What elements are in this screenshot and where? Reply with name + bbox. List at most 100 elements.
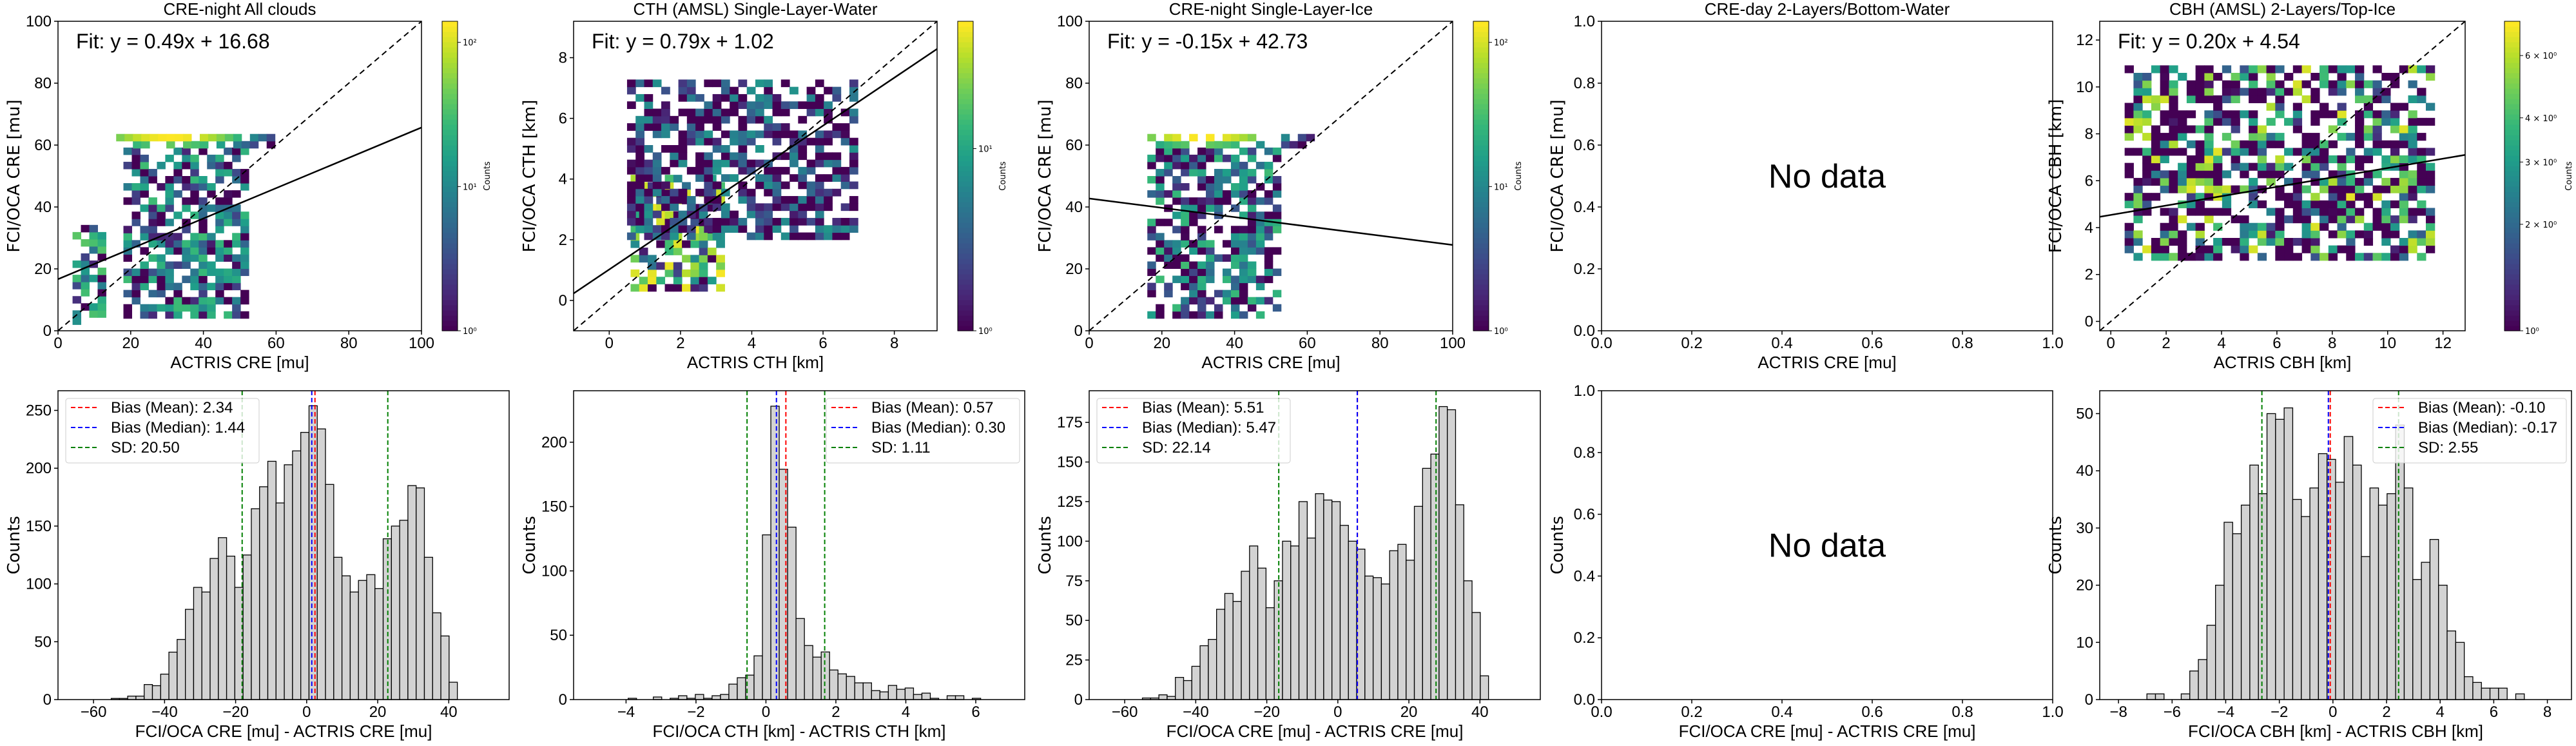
heatmap-cell bbox=[635, 174, 644, 182]
heatmap-cell bbox=[131, 240, 140, 248]
heatmap-cell bbox=[2133, 103, 2143, 111]
heatmap-cell bbox=[2266, 177, 2276, 186]
heatmap-cell bbox=[89, 310, 98, 318]
histogram-bar bbox=[753, 655, 763, 700]
colorbar-segment bbox=[442, 315, 458, 321]
heatmap-cell bbox=[2133, 95, 2143, 104]
heatmap-cell bbox=[2390, 117, 2400, 126]
heatmap-cell bbox=[2390, 245, 2400, 253]
heatmap-cell bbox=[2310, 110, 2320, 119]
colorbar-tick-label: 10² bbox=[463, 39, 477, 48]
heatmap-cell bbox=[2204, 177, 2214, 186]
heatmap-cell bbox=[2195, 148, 2205, 156]
x-tick-label: 40 bbox=[1226, 335, 1243, 352]
heatmap-cell bbox=[695, 188, 704, 197]
heatmap-cell bbox=[1214, 176, 1223, 184]
heatmap-cell bbox=[165, 233, 174, 240]
heatmap-cell bbox=[2169, 88, 2178, 96]
heatmap-cell bbox=[1172, 311, 1181, 319]
colorbar-segment bbox=[958, 217, 973, 223]
heatmap-cell bbox=[148, 176, 157, 184]
histogram-bar bbox=[1406, 560, 1415, 700]
heatmap-cell bbox=[2390, 148, 2400, 156]
y-tick-label: 0 bbox=[43, 691, 52, 709]
heatmap-cell bbox=[2275, 238, 2285, 246]
heatmap-cell bbox=[1156, 190, 1165, 198]
histogram-bar bbox=[2369, 487, 2379, 700]
heatmap-cell bbox=[215, 282, 224, 291]
heatmap-cell bbox=[215, 161, 224, 170]
heatmap-cell bbox=[97, 303, 106, 311]
colorbar-segment bbox=[958, 315, 973, 321]
heatmap-cell bbox=[2240, 215, 2249, 224]
heatmap-cell bbox=[1181, 219, 1190, 226]
heatmap-cell bbox=[682, 182, 691, 190]
heatmap-cell bbox=[2372, 253, 2382, 261]
heatmap-cell bbox=[840, 203, 850, 211]
colorbar-segment bbox=[442, 295, 458, 300]
heatmap-cell bbox=[190, 197, 199, 205]
heatmap-cell bbox=[1147, 161, 1156, 170]
heatmap-cell bbox=[695, 130, 704, 139]
heatmap-cell bbox=[2240, 238, 2249, 246]
heatmap-cell bbox=[806, 188, 816, 197]
colorbar-segment bbox=[1473, 259, 1489, 264]
heatmap-cell bbox=[2328, 177, 2338, 186]
heatmap-cell bbox=[1156, 311, 1165, 319]
colorbar-segment bbox=[442, 78, 458, 84]
colorbar-segment bbox=[2504, 130, 2520, 135]
heatmap-cell bbox=[1206, 261, 1215, 270]
heatmap-cell bbox=[1230, 261, 1240, 270]
heatmap-cell bbox=[2249, 222, 2258, 231]
heatmap-cell bbox=[1197, 268, 1206, 277]
heatmap-cell bbox=[815, 210, 824, 219]
x-tick-label: 6 bbox=[818, 335, 827, 352]
heatmap-cell bbox=[824, 86, 833, 95]
heatmap-cell bbox=[704, 115, 713, 124]
colorbar-segment bbox=[442, 269, 458, 275]
heatmap-cell bbox=[1156, 183, 1165, 191]
heatmap-cell bbox=[2310, 230, 2320, 239]
heatmap-cell bbox=[232, 219, 241, 226]
heatmap-cell bbox=[2390, 73, 2400, 81]
colorbar-segment bbox=[958, 73, 973, 79]
heatmap-cell bbox=[2390, 222, 2400, 231]
y-tick-label: 25 bbox=[1065, 652, 1083, 669]
heatmap-cell bbox=[686, 108, 696, 117]
heatmap-cell bbox=[824, 137, 833, 146]
heatmap-cell bbox=[190, 304, 199, 312]
heatmap-cell bbox=[704, 79, 713, 88]
heatmap-cell bbox=[2204, 65, 2214, 74]
heatmap-cell bbox=[2310, 208, 2320, 216]
heatmap-cell bbox=[656, 218, 666, 226]
colorbar-segment bbox=[442, 284, 458, 290]
histogram-bar bbox=[201, 591, 211, 700]
heatmap-cell bbox=[626, 217, 636, 226]
y-tick-label: 50 bbox=[2076, 405, 2093, 422]
heatmap-cell bbox=[2195, 177, 2205, 186]
histogram-bar bbox=[1257, 567, 1267, 700]
heatmap-cell bbox=[2160, 177, 2169, 186]
histogram-bar bbox=[1249, 545, 1259, 700]
heatmap-cell bbox=[780, 196, 790, 204]
heatmap-cell bbox=[2337, 208, 2347, 216]
heatmap-cell bbox=[2417, 230, 2426, 239]
heatmap-cell bbox=[2417, 177, 2426, 186]
heatmap-cell bbox=[1214, 204, 1223, 212]
heatmap-cell bbox=[190, 211, 199, 219]
heatmap-cell bbox=[1255, 141, 1265, 149]
heatmap-cell bbox=[824, 152, 833, 161]
heatmap-cell bbox=[704, 159, 713, 168]
heatmap-cell bbox=[1197, 233, 1206, 240]
heatmap-cell bbox=[1197, 311, 1206, 319]
heatmap-cell bbox=[199, 176, 208, 184]
heatmap-cell bbox=[2319, 73, 2329, 81]
heatmap-cell bbox=[1264, 147, 1273, 155]
heatmap-cell bbox=[2408, 230, 2417, 239]
heatmap-cell bbox=[1239, 190, 1248, 198]
histogram-bar bbox=[2283, 407, 2294, 700]
heatmap-cell bbox=[148, 204, 157, 212]
heatmap-cell bbox=[1247, 133, 1257, 142]
heatmap-cell bbox=[2328, 125, 2338, 133]
